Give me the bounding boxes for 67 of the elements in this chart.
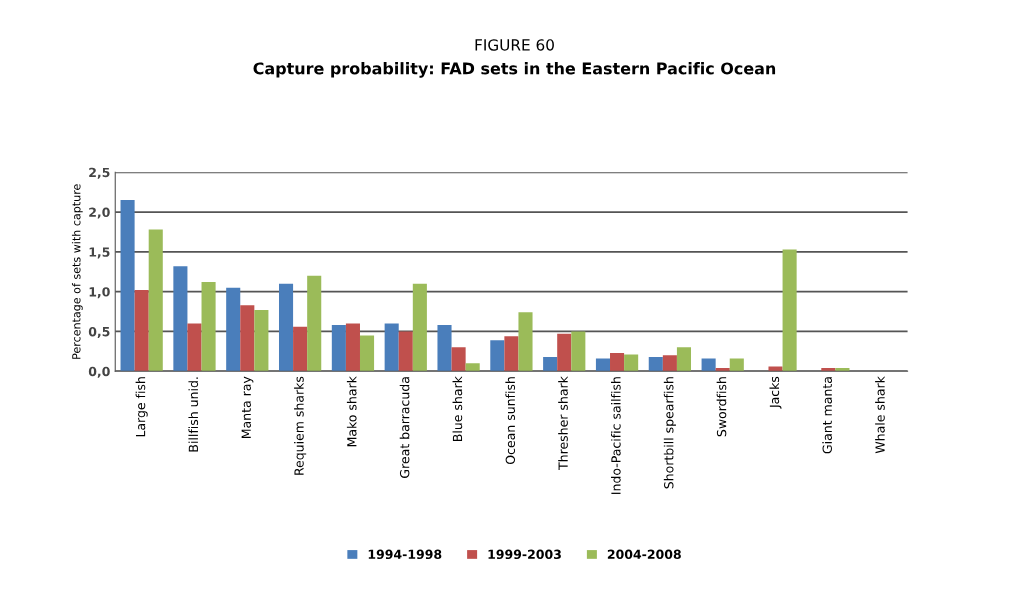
bar: [701, 358, 716, 372]
x-tick-label: Thresher shark: [558, 376, 568, 470]
bar: [571, 331, 586, 372]
y-tick-label: 0,0: [88, 366, 110, 378]
bar: [543, 356, 558, 372]
x-tick-label: Blue shark: [452, 376, 463, 441]
y-tick-label: 0,5: [88, 326, 110, 338]
bar: [451, 347, 466, 372]
bar: [201, 282, 216, 372]
y-tick-label: 2,0: [89, 207, 110, 219]
legend-label: 1994-1998: [368, 549, 442, 560]
bar: [835, 368, 850, 372]
bar: [595, 358, 611, 372]
bar: [331, 325, 346, 372]
x-tick-label: Requiem sharks: [294, 376, 307, 475]
bar: [676, 347, 692, 372]
x-tick-label: Large fish: [135, 377, 148, 437]
bar: [782, 249, 797, 372]
x-tick-label: Billfish unid.: [188, 377, 199, 452]
bar: [398, 331, 413, 372]
bar: [648, 356, 663, 372]
bar: [187, 323, 202, 372]
bar: [557, 333, 572, 372]
chart-title: FIGURE 60: [475, 39, 554, 51]
chart-subtitle: Capture probability: FAD sets in the Eastern Pacific Ocean: [253, 62, 776, 78]
bar: [518, 312, 533, 372]
bar: [412, 283, 427, 372]
x-tick-label: Whale shark: [875, 376, 885, 454]
bar: [120, 200, 135, 372]
bar: [226, 287, 241, 372]
bar: [729, 358, 744, 372]
x-tick-label: Swordfish: [716, 377, 727, 437]
legend-label: 1999-2003: [488, 549, 561, 560]
bar: [624, 354, 639, 372]
bar: [293, 326, 308, 372]
bar: [307, 275, 322, 372]
x-tick-label: Ocean sunfish: [505, 377, 516, 465]
bar: [173, 266, 188, 372]
bar: [359, 335, 375, 372]
bar: [504, 336, 519, 372]
x-tick-label: Jacks: [769, 376, 782, 409]
bar: [465, 363, 480, 372]
y-tick-label: 1,5: [89, 247, 110, 259]
y-axis-title: Percentage of sets with capture: [71, 184, 83, 359]
legend-label: 2004-2008: [607, 549, 681, 560]
bar: [490, 340, 505, 372]
y-tick-label: 2,5: [89, 167, 110, 179]
x-tick-label: Indo-Pacific sailfish: [611, 377, 621, 494]
x-tick-label: Great barracuda: [399, 377, 410, 478]
bar: [148, 229, 163, 372]
bar: [134, 290, 149, 372]
bar: [240, 305, 255, 372]
bar: [662, 355, 677, 372]
x-tick-label: Manta ray: [241, 376, 254, 438]
bar: [610, 352, 625, 372]
x-tick-label: Giant manta: [822, 377, 832, 454]
x-tick-label: Shortbill spearfish: [663, 377, 676, 489]
bar: [345, 323, 360, 372]
y-tick-label: 1,0: [89, 287, 110, 299]
bar: [821, 368, 836, 372]
bar: [254, 309, 269, 372]
bar: [768, 366, 783, 372]
bar: [715, 368, 730, 372]
bar: [384, 323, 399, 372]
bar: [279, 283, 294, 372]
bar: [437, 325, 452, 372]
x-tick-label: Mako shark: [346, 376, 357, 447]
